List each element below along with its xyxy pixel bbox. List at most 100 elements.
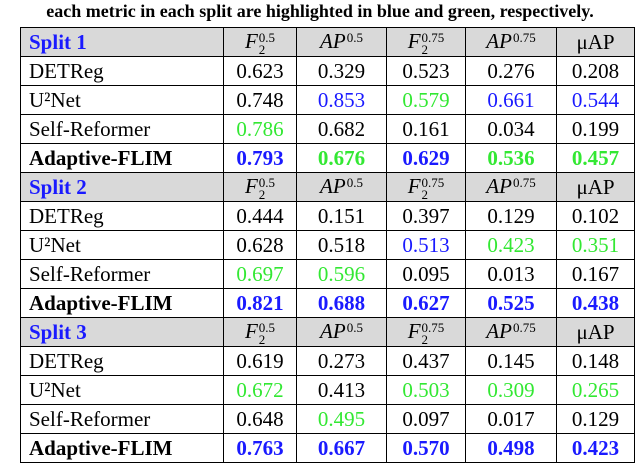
superscript: 0.5 bbox=[346, 174, 363, 190]
subscript bbox=[513, 44, 536, 56]
script-stack: 0.75 2 bbox=[421, 31, 445, 57]
superscript: 0.75 bbox=[421, 174, 445, 190]
method-name: Adaptive-FLIM bbox=[20, 288, 224, 318]
method-name: Self-Reformer bbox=[20, 404, 224, 434]
split-name: Split 1 bbox=[29, 30, 87, 54]
value-cell: 0.148 bbox=[556, 346, 635, 376]
column-base: AP bbox=[486, 29, 512, 54]
split-cell: Split 3 bbox=[20, 317, 224, 347]
data-row: Adaptive-FLIM 0.793 0.676 0.629 0.536 0.457 bbox=[20, 143, 635, 173]
column-header: μAP bbox=[556, 172, 635, 202]
split-cell: Split 2 bbox=[20, 172, 224, 202]
column-base: F bbox=[244, 29, 258, 54]
script-stack: 0.5 bbox=[346, 319, 363, 346]
script-stack: 0.75 bbox=[512, 29, 536, 56]
subscript: 2 bbox=[421, 331, 429, 347]
value-cell: 0.536 bbox=[465, 143, 557, 173]
value-cell: 0.129 bbox=[556, 404, 635, 434]
value-cell: 0.095 bbox=[386, 259, 466, 289]
data-row: Adaptive-FLIM 0.821 0.688 0.627 0.525 0.438 bbox=[20, 288, 635, 318]
column-base: F bbox=[407, 319, 421, 344]
script-stack: 0.5 2 bbox=[258, 319, 276, 347]
data-row: U²Net 0.748 0.853 0.579 0.661 0.544 bbox=[20, 85, 635, 115]
column-base: μAP bbox=[576, 320, 615, 344]
value-cell: 0.265 bbox=[556, 375, 635, 405]
value-cell: 0.667 bbox=[296, 433, 387, 463]
data-row: DETReg 0.623 0.329 0.523 0.276 0.208 bbox=[20, 56, 635, 86]
value-cell: 0.034 bbox=[465, 114, 557, 144]
column-header: F 0.5 2 bbox=[223, 317, 297, 347]
header-row: Split 1 F 0.5 2 AP 0.5 F 0.75 2 AP 0.75 μAP bbox=[20, 27, 635, 57]
method-name: Adaptive-FLIM bbox=[20, 433, 224, 463]
value-cell: 0.129 bbox=[465, 201, 557, 231]
value-cell: 0.688 bbox=[296, 288, 387, 318]
column-header: AP 0.5 bbox=[296, 27, 387, 57]
value-cell: 0.329 bbox=[296, 56, 387, 86]
value-cell: 0.167 bbox=[556, 259, 635, 289]
column-header: F 0.75 2 bbox=[386, 27, 466, 57]
subscript: 2 bbox=[258, 331, 266, 347]
column-base: AP bbox=[320, 174, 346, 199]
value-cell: 0.697 bbox=[223, 259, 297, 289]
method-name: U²Net bbox=[20, 375, 224, 405]
column-header: μAP bbox=[556, 27, 635, 57]
value-cell: 0.017 bbox=[465, 404, 557, 434]
superscript: 0.5 bbox=[258, 319, 276, 335]
method-name: Self-Reformer bbox=[20, 114, 224, 144]
header-row: Split 2 F 0.5 2 AP 0.5 F 0.75 2 AP 0.75 μAP bbox=[20, 172, 635, 202]
column-base: F bbox=[407, 174, 421, 199]
split-cell: Split 1 bbox=[20, 27, 224, 57]
value-cell: 0.570 bbox=[386, 433, 466, 463]
column-header: AP 0.5 bbox=[296, 172, 387, 202]
script-stack: 0.75 2 bbox=[421, 319, 445, 347]
value-cell: 0.821 bbox=[223, 288, 297, 318]
value-cell: 0.623 bbox=[223, 56, 297, 86]
script-stack: 0.75 bbox=[513, 176, 536, 201]
value-cell: 0.661 bbox=[465, 85, 557, 115]
column-header: F 0.5 2 bbox=[223, 172, 297, 202]
data-row: U²Net 0.628 0.518 0.513 0.423 0.351 bbox=[20, 230, 635, 260]
subscript: 2 bbox=[258, 41, 266, 57]
value-cell: 0.676 bbox=[296, 143, 387, 173]
value-cell: 0.627 bbox=[386, 288, 466, 318]
subscript: 2 bbox=[421, 186, 429, 202]
subscript bbox=[513, 334, 536, 346]
superscript: 0.75 bbox=[421, 319, 445, 335]
value-cell: 0.423 bbox=[556, 433, 635, 463]
value-cell: 0.444 bbox=[223, 201, 297, 231]
column-base: F bbox=[407, 29, 421, 54]
value-cell: 0.199 bbox=[556, 114, 635, 144]
subscript bbox=[513, 189, 536, 201]
value-cell: 0.628 bbox=[223, 230, 297, 260]
header-row: Split 3 F 0.5 2 AP 0.5 F 0.75 2 AP 0.75 μAP bbox=[20, 317, 635, 347]
superscript: 0.5 bbox=[346, 319, 363, 335]
results-table: Split 1 F 0.5 2 AP 0.5 F 0.75 2 AP 0.75 μAP DETReg 0.… bbox=[20, 27, 635, 463]
value-cell: 0.523 bbox=[386, 56, 466, 86]
subscript: 2 bbox=[421, 41, 429, 57]
superscript: 0.5 bbox=[258, 29, 276, 45]
method-name: DETReg bbox=[20, 201, 224, 231]
script-stack: 0.5 bbox=[346, 174, 363, 201]
value-cell: 0.351 bbox=[556, 230, 635, 260]
value-cell: 0.518 bbox=[296, 230, 387, 260]
value-cell: 0.145 bbox=[465, 346, 557, 376]
value-cell: 0.525 bbox=[465, 288, 557, 318]
column-header: AP 0.75 bbox=[465, 172, 557, 202]
data-row: DETReg 0.619 0.273 0.437 0.145 0.148 bbox=[20, 346, 635, 376]
method-name: Self-Reformer bbox=[20, 259, 224, 289]
script-stack: 0.75 2 bbox=[421, 174, 445, 202]
column-base: AP bbox=[320, 319, 346, 344]
data-row: DETReg 0.444 0.151 0.397 0.129 0.102 bbox=[20, 201, 635, 231]
method-name: DETReg bbox=[20, 56, 224, 86]
value-cell: 0.503 bbox=[386, 375, 466, 405]
value-cell: 0.544 bbox=[556, 85, 635, 115]
superscript: 0.75 bbox=[512, 319, 536, 335]
value-cell: 0.457 bbox=[556, 143, 635, 173]
column-base: F bbox=[244, 319, 258, 344]
script-stack: 0.75 bbox=[512, 319, 536, 346]
value-cell: 0.853 bbox=[296, 85, 387, 115]
subscript bbox=[347, 44, 363, 56]
data-row: U²Net 0.672 0.413 0.503 0.309 0.265 bbox=[20, 375, 635, 405]
column-header: AP 0.75 bbox=[465, 317, 557, 347]
superscript: 0.75 bbox=[512, 29, 536, 45]
